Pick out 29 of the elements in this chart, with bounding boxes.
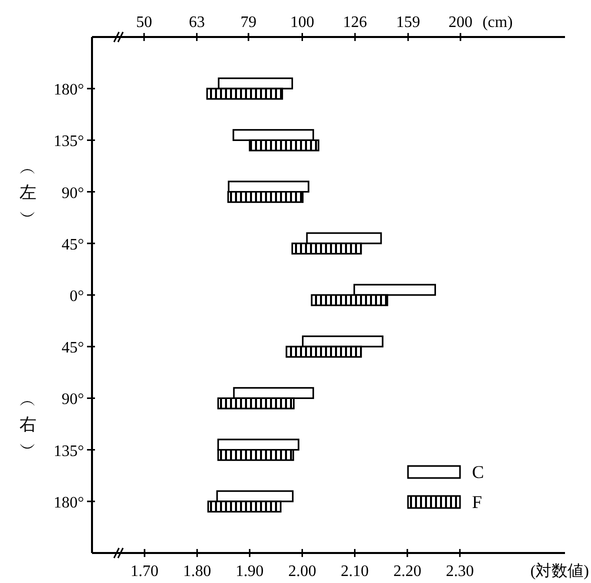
y-tick-label: 90° (62, 391, 84, 408)
x2-tick-label: 126 (343, 14, 368, 31)
x2-tick-label: 63 (188, 14, 205, 31)
y-tick-label: 135° (54, 442, 84, 460)
x2-tick-label: 100 (290, 14, 314, 31)
x2-tick-label: 79 (240, 14, 256, 31)
x2-tick-label: 200 (448, 14, 472, 31)
x-tick-label: 1.80 (183, 563, 212, 580)
x-tick-label: 2.30 (446, 563, 474, 580)
y-tick-label: 90° (62, 184, 84, 202)
text: ︵右︶ (20, 391, 36, 458)
x-tick-label: 2.00 (288, 563, 316, 580)
x-tick-label: 2.20 (393, 563, 422, 580)
x-tick-label: 2.10 (340, 563, 369, 580)
text: ︵左︶ (20, 158, 36, 226)
y-tick-label: 45° (62, 340, 84, 357)
y-tick-label: 180° (54, 494, 84, 512)
legend-label: C (472, 462, 484, 482)
x-tick-label: 1.90 (236, 563, 264, 580)
x-tick-label: 1.70 (130, 563, 159, 580)
x2-tick-label: 159 (396, 14, 420, 31)
y-tick-label: 0° (70, 288, 84, 305)
x-axis-title: (対数値) (530, 562, 589, 580)
x2-tick-label: 50 (136, 14, 152, 31)
legend-label: F (472, 492, 482, 512)
y-tick-label: 135° (54, 133, 84, 150)
x2-axis-title: (cm) (482, 14, 513, 31)
y-tick-label: 180° (54, 82, 84, 99)
y-tick-label: 45° (62, 236, 84, 254)
